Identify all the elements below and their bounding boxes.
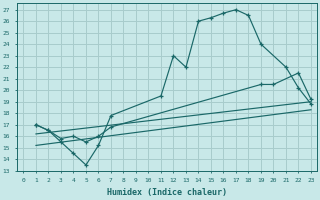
X-axis label: Humidex (Indice chaleur): Humidex (Indice chaleur) — [107, 188, 227, 197]
